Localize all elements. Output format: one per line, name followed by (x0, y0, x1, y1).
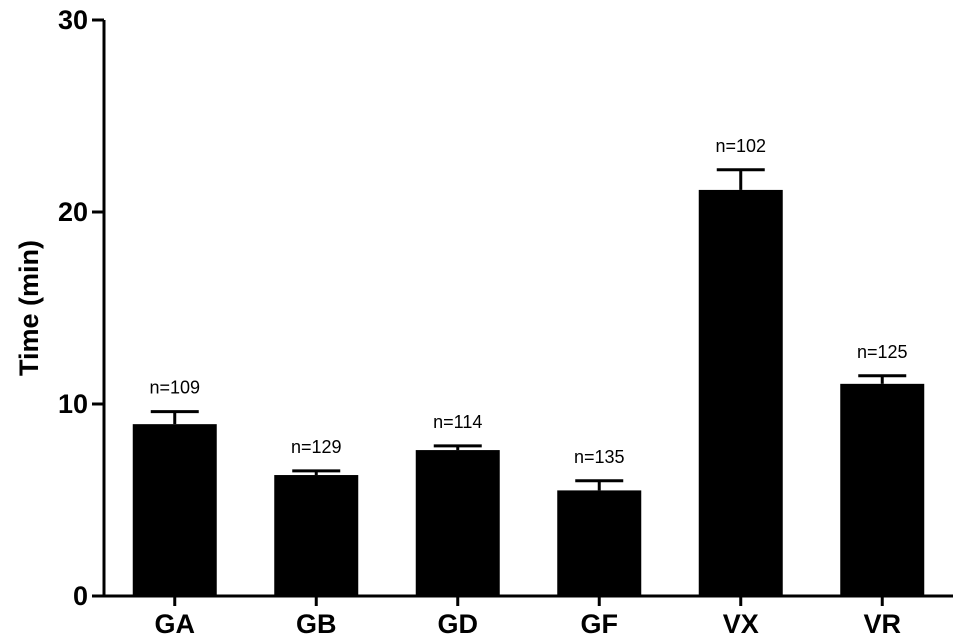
x-tick-label: VX (723, 609, 759, 639)
x-tick-label: VR (863, 609, 901, 639)
bar-gf (557, 490, 642, 596)
x-tick-label: GA (155, 609, 196, 639)
bar-annotation: n=125 (857, 342, 908, 362)
x-tick-label: GD (438, 609, 479, 639)
bar-annotation: n=102 (715, 136, 766, 156)
bar-annotation: n=135 (574, 447, 625, 467)
bar-annotations: n=109 n=129 n=114 n=135 n=102 n=125 (149, 136, 907, 467)
x-tick-label: GB (296, 609, 337, 639)
bar-vr (840, 383, 925, 596)
bar-gb (274, 475, 359, 596)
y-axis: 0 10 20 30 (58, 5, 106, 611)
x-tick-label: GF (581, 609, 619, 639)
y-tick-label: 0 (73, 581, 88, 611)
bars (132, 189, 925, 597)
error-bars (150, 168, 907, 491)
bar-annotation: n=114 (433, 412, 482, 432)
bar-ga (132, 424, 217, 596)
bar-gd (415, 450, 500, 596)
bar-vx (698, 189, 783, 597)
y-tick-label: 10 (58, 389, 88, 419)
bar-annotation: n=129 (291, 437, 342, 457)
bar-annotation: n=109 (149, 378, 200, 398)
y-axis-label: Time (min) (14, 240, 44, 376)
x-axis: GA GB GD GF VX VR (104, 594, 953, 639)
y-tick-label: 30 (58, 5, 88, 35)
y-tick-label: 20 (58, 197, 88, 227)
